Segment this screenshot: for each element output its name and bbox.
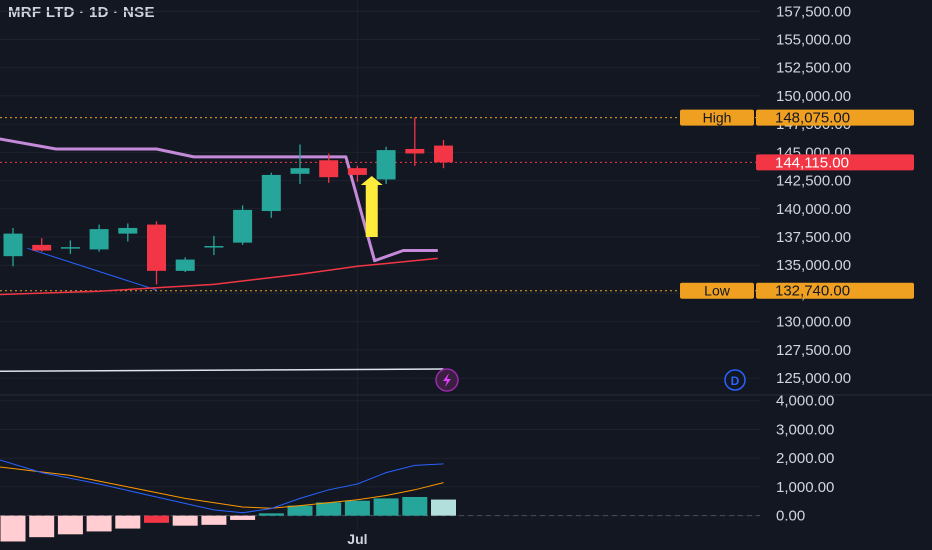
histogram-bar bbox=[373, 498, 399, 516]
y-tick-label: 1,000.00 bbox=[776, 479, 834, 496]
candle-body bbox=[233, 209, 253, 243]
macd-line bbox=[0, 459, 444, 514]
level-tag-high: High 148,075.00 bbox=[680, 109, 914, 127]
candle-body bbox=[290, 168, 310, 174]
dividend-icon: D bbox=[724, 369, 746, 391]
candle-body bbox=[147, 224, 166, 271]
histogram-bar bbox=[172, 515, 198, 526]
candle-body bbox=[376, 150, 396, 180]
candle-body bbox=[89, 229, 109, 250]
signal-arrow-icon bbox=[360, 176, 383, 237]
y-tick-label: 152,500.00 bbox=[776, 60, 851, 77]
candle-body bbox=[118, 227, 138, 234]
histogram-bar bbox=[57, 515, 83, 535]
level-value-label: 148,075.00 bbox=[775, 110, 850, 127]
page-title: MRF LTD · 1D · NSE bbox=[8, 4, 155, 21]
level-tag-low: Low 132,740.00 bbox=[680, 282, 914, 300]
x-tick-label: Jul bbox=[347, 531, 367, 547]
histogram-bar bbox=[29, 515, 55, 538]
candle-body bbox=[434, 145, 453, 163]
histogram-bar bbox=[258, 513, 284, 516]
y-tick-label: 142,500.00 bbox=[776, 173, 851, 190]
candle-body bbox=[3, 233, 23, 257]
histogram-bar bbox=[201, 515, 227, 525]
trend-line bbox=[27, 247, 157, 291]
moving-average-line bbox=[0, 257, 438, 296]
y-tick-label: 140,000.00 bbox=[776, 201, 851, 218]
dividend-icon-letter: D bbox=[731, 374, 740, 388]
level-value-box bbox=[756, 282, 914, 299]
level-tag-box bbox=[680, 109, 754, 126]
last-price-box bbox=[756, 154, 914, 171]
reference-line bbox=[0, 368, 444, 373]
candle-body bbox=[261, 174, 281, 212]
candle-body bbox=[175, 259, 195, 271]
histogram-bar bbox=[316, 502, 342, 516]
y-tick-label: 3,000.00 bbox=[776, 421, 834, 438]
y-tick-label: 150,000.00 bbox=[776, 88, 851, 105]
lightning-icon bbox=[435, 368, 459, 392]
y-tick-label: 4,000.00 bbox=[776, 393, 834, 410]
last-price-tag: 144,115.00 bbox=[756, 154, 914, 171]
y-tick-label: 155,000.00 bbox=[776, 32, 851, 49]
candle-body bbox=[405, 148, 425, 154]
level-value-label: 132,740.00 bbox=[775, 283, 850, 300]
histogram-bar bbox=[115, 515, 141, 529]
candle-body bbox=[319, 160, 339, 178]
level-tag-name: Low bbox=[704, 283, 731, 299]
histogram-bar bbox=[402, 496, 428, 516]
y-tick-label: 2,000.00 bbox=[776, 450, 834, 467]
histogram-bar bbox=[0, 515, 26, 542]
level-tag-box bbox=[680, 282, 754, 299]
y-tick-label: 135,000.00 bbox=[776, 257, 851, 274]
level-tag-name: High bbox=[703, 110, 732, 126]
histogram-bar bbox=[431, 499, 456, 516]
y-tick-label: 157,500.00 bbox=[776, 3, 851, 20]
stop-line bbox=[0, 137, 438, 263]
histogram-bar bbox=[230, 515, 256, 520]
candle-body bbox=[32, 244, 52, 251]
y-tick-label: 0.00 bbox=[776, 508, 805, 525]
level-value-box bbox=[756, 109, 914, 126]
last-price-label: 144,115.00 bbox=[775, 154, 849, 171]
y-tick-label: 127,500.00 bbox=[776, 342, 851, 359]
dividend-icon-ring bbox=[724, 369, 746, 391]
lightning-icon-bolt bbox=[443, 373, 451, 387]
y-tick-label: 125,000.00 bbox=[776, 370, 851, 387]
y-tick-label: 130,000.00 bbox=[776, 314, 851, 331]
candle-body bbox=[60, 247, 80, 249]
histogram-bar bbox=[344, 500, 370, 516]
histogram-bar bbox=[86, 515, 112, 532]
candle-body bbox=[347, 168, 367, 175]
candle-body bbox=[204, 246, 224, 248]
histogram-bar bbox=[144, 515, 169, 523]
y-tick-label: 137,500.00 bbox=[776, 229, 851, 246]
histogram-bar bbox=[287, 505, 313, 516]
